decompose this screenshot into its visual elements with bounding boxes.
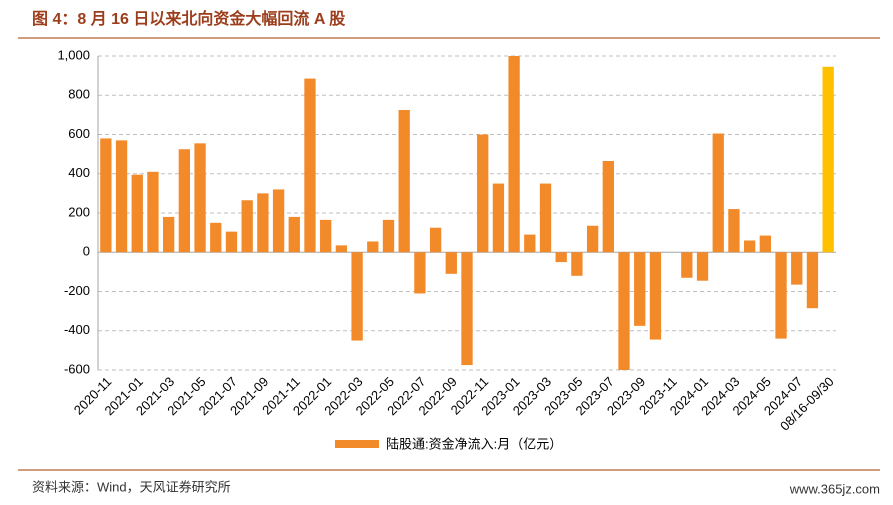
bar [194,143,206,253]
bar [320,219,332,253]
bar [539,183,552,253]
y-tick-label: -400 [64,322,90,337]
bar [791,252,803,285]
bar [586,225,599,253]
bar [225,231,238,253]
legend-swatch [335,440,379,448]
bar [649,252,662,340]
bar [257,193,269,253]
bar [210,222,222,253]
legend-label: 陆股通:资金净流入:月（亿元） [386,436,562,451]
bar [461,252,473,366]
bar [115,140,128,253]
bar [335,245,348,253]
y-tick-label: -200 [64,283,90,298]
bar [492,183,505,253]
bar [382,219,395,253]
bar [759,235,771,253]
bar [524,234,536,253]
bar [571,252,583,276]
bar [806,252,819,309]
bar [241,200,253,253]
bar [445,252,457,274]
bar [131,174,143,253]
bar [351,252,363,341]
bar [163,216,175,253]
bar [775,252,787,339]
y-tick-label: 400 [68,165,90,180]
bar [429,227,442,253]
bar [272,189,285,253]
bar [100,138,112,253]
y-tick-label: 1,000 [57,47,90,62]
bar [602,160,614,253]
bar [634,252,646,326]
watermark: www.365jz.com [789,481,880,496]
bar [414,252,426,294]
bar [508,56,520,253]
y-tick-label: 600 [68,126,90,141]
bar [398,109,410,253]
bar [304,78,316,253]
bar [696,252,709,281]
bar [178,149,191,253]
bar [728,209,740,253]
bar [681,252,693,278]
bar [555,252,567,263]
bar [477,134,489,253]
source: 资料来源：Wind，天风证券研究所 [32,479,231,494]
y-tick-label: 200 [68,204,90,219]
bar [147,171,159,253]
chart-title: 图 4：8 月 16 日以来北向资金大幅回流 A 股 [32,9,346,28]
y-tick-label: -600 [64,361,90,376]
bar [367,241,379,253]
bar [822,66,834,253]
bar [618,252,630,370]
bar [288,216,300,253]
y-tick-label: 800 [68,87,90,102]
y-tick-label: 0 [83,244,90,259]
bar [743,240,756,253]
bar [712,133,724,253]
